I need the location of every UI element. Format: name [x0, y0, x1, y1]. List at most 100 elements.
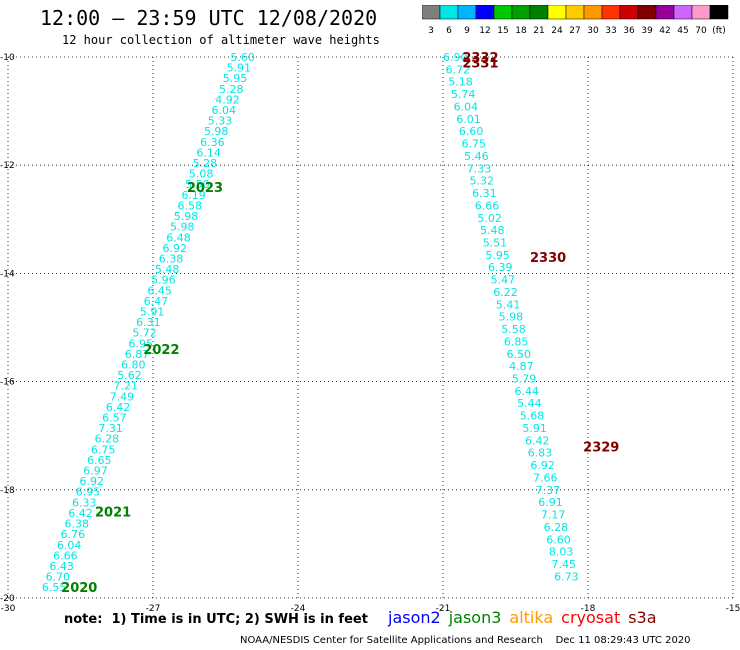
pass-time-label: 2022: [143, 343, 179, 358]
wave-height-value: 6.50: [507, 348, 532, 361]
colorbar-label: 42: [659, 26, 670, 36]
wave-height-value: 5.28: [219, 83, 244, 96]
colorbar-label: 6: [446, 26, 452, 36]
x-tick-label: -30: [1, 604, 16, 614]
wave-height-value: 6.45: [147, 284, 172, 297]
wave-height-value: 6.36: [200, 136, 225, 149]
legend-jason3: jason3: [448, 608, 502, 627]
wave-height-value: 6.38: [159, 252, 184, 265]
wave-height-value: 5.58: [501, 323, 526, 336]
wave-height-value: 5.18: [448, 76, 473, 89]
wave-height-value: 6.43: [49, 560, 74, 573]
chart-title: 12:00 – 23:59 UTC 12/08/2020: [40, 6, 378, 30]
wave-height-value: 6.31: [136, 316, 161, 329]
colorbar-label: 9: [464, 26, 470, 36]
wave-height-value: 6.28: [544, 521, 569, 534]
wave-height-value: 6.19: [181, 189, 206, 202]
wave-height-value: 5.95: [485, 249, 510, 262]
colorbar-label: 45: [677, 26, 688, 36]
x-tick-label: -24: [291, 604, 306, 614]
wave-height-value: 6.83: [528, 447, 553, 460]
x-tick-label: -18: [581, 604, 596, 614]
wave-height-value: 6.60: [546, 533, 571, 546]
wave-height-value: 6.42: [68, 507, 93, 520]
legend-s3a: s3a: [628, 608, 657, 627]
x-tick-label: -27: [146, 604, 161, 614]
colorbar-label: 30: [587, 26, 599, 36]
legend-cryosat: cryosat: [561, 608, 621, 627]
legend-altika: altika: [509, 608, 554, 627]
wave-height-value: 5.50: [185, 178, 210, 191]
wave-height-value: 6.75: [91, 443, 116, 456]
colorbar-label: 24: [551, 26, 563, 36]
wave-height-value: 6.75: [462, 138, 487, 151]
wave-height-value: 5.44: [517, 397, 542, 410]
wave-height-value: 5.02: [477, 212, 502, 225]
colorbar: 3 6 9 12 15 18 21 24 27 30 33 36 39 42 45 70 (ft): [422, 5, 729, 36]
wave-height-value: 5.95: [223, 72, 248, 85]
colorbar-label: 36: [623, 26, 635, 36]
wave-height-value: 6.90: [443, 51, 468, 64]
wave-height-value: 7.21: [113, 380, 138, 393]
colorbar-label: 18: [515, 26, 527, 36]
legend-jason2: jason2: [388, 608, 441, 627]
wave-height-value: 6.31: [472, 187, 497, 200]
pass-time-label: 2331: [462, 56, 498, 71]
wave-height-value: 5.98: [499, 311, 524, 324]
colorbar-label: 3: [428, 26, 434, 36]
colorbar-label: (ft): [712, 26, 726, 36]
colorbar-label: 33: [605, 26, 616, 36]
wave-height-value: 6.48: [166, 231, 191, 244]
wave-height-value: 7.31: [98, 422, 123, 435]
wave-height-value: 6.22: [493, 286, 518, 299]
wave-height-value: 7.37: [536, 484, 561, 497]
colorbar-label: 15: [497, 26, 508, 36]
wave-height-value: 6.33: [72, 496, 97, 509]
wave-height-value: 5.62: [117, 369, 142, 382]
wave-height-value: 5.33: [208, 115, 233, 128]
y-tick-label: -10: [0, 53, 15, 63]
wave-height-value: 5.60: [230, 51, 255, 64]
colorbar-label: 70: [695, 26, 707, 36]
wave-height-value: 6.70: [46, 571, 71, 584]
wave-height-value: 5.46: [464, 150, 489, 163]
wave-height-value: 7.45: [552, 558, 577, 571]
wave-height-value: 6.01: [456, 113, 481, 126]
pass-time-label: 2332: [462, 51, 498, 66]
wave-height-value: 5.98: [204, 125, 229, 138]
wave-height-value: 6.28: [95, 433, 120, 446]
wave-height-value: 6.65: [87, 454, 112, 467]
chart-subtitle: 12 hour collection of altimeter wave hei…: [62, 33, 380, 47]
wave-height-value: 6.66: [53, 549, 78, 562]
wave-height-value: 5.91: [140, 305, 165, 318]
colorbar-label: 21: [533, 26, 544, 36]
wave-height-value: 5.74: [451, 88, 476, 101]
wave-height-value: 6.97: [83, 465, 108, 478]
wave-height-value: 6.95: [129, 337, 154, 350]
wave-height-value: 6.92: [530, 459, 555, 472]
wave-height-value: 6.04: [211, 104, 236, 117]
wave-height-value: 5.79: [512, 373, 537, 386]
colorbar-label: 12: [479, 26, 490, 36]
footer-note: note: 1) Time is in UTC; 2) SWH is in fe…: [64, 612, 368, 627]
wave-height-value: 6.80: [121, 359, 145, 372]
wave-height-value: 6.47: [144, 295, 169, 308]
y-tick-label: -12: [0, 161, 15, 171]
wave-height-value: 6.66: [475, 199, 500, 212]
wave-height-value: 5.28: [193, 157, 218, 170]
wave-height-value: 5.98: [174, 210, 199, 223]
pass-time-label: 2021: [95, 505, 131, 520]
x-tick-label: -21: [436, 604, 451, 614]
wave-height-value: 7.17: [541, 509, 566, 522]
y-tick-label: -14: [0, 269, 15, 279]
wave-height-value: 5.41: [496, 298, 521, 311]
wave-height-value: 5.91: [522, 422, 547, 435]
footer-credit: NOAA/NESDIS Center for Satellite Applica…: [240, 635, 691, 646]
wave-height-value: 6.87: [125, 348, 150, 361]
wave-height-value: 6.76: [61, 528, 86, 541]
wave-height-value: 5.51: [483, 236, 508, 249]
wave-height-value: 7.49: [110, 390, 134, 403]
wave-height-value: 6.42: [525, 434, 550, 447]
satellite-legend: jason2 jason3 altika cryosat s3a: [388, 608, 665, 627]
